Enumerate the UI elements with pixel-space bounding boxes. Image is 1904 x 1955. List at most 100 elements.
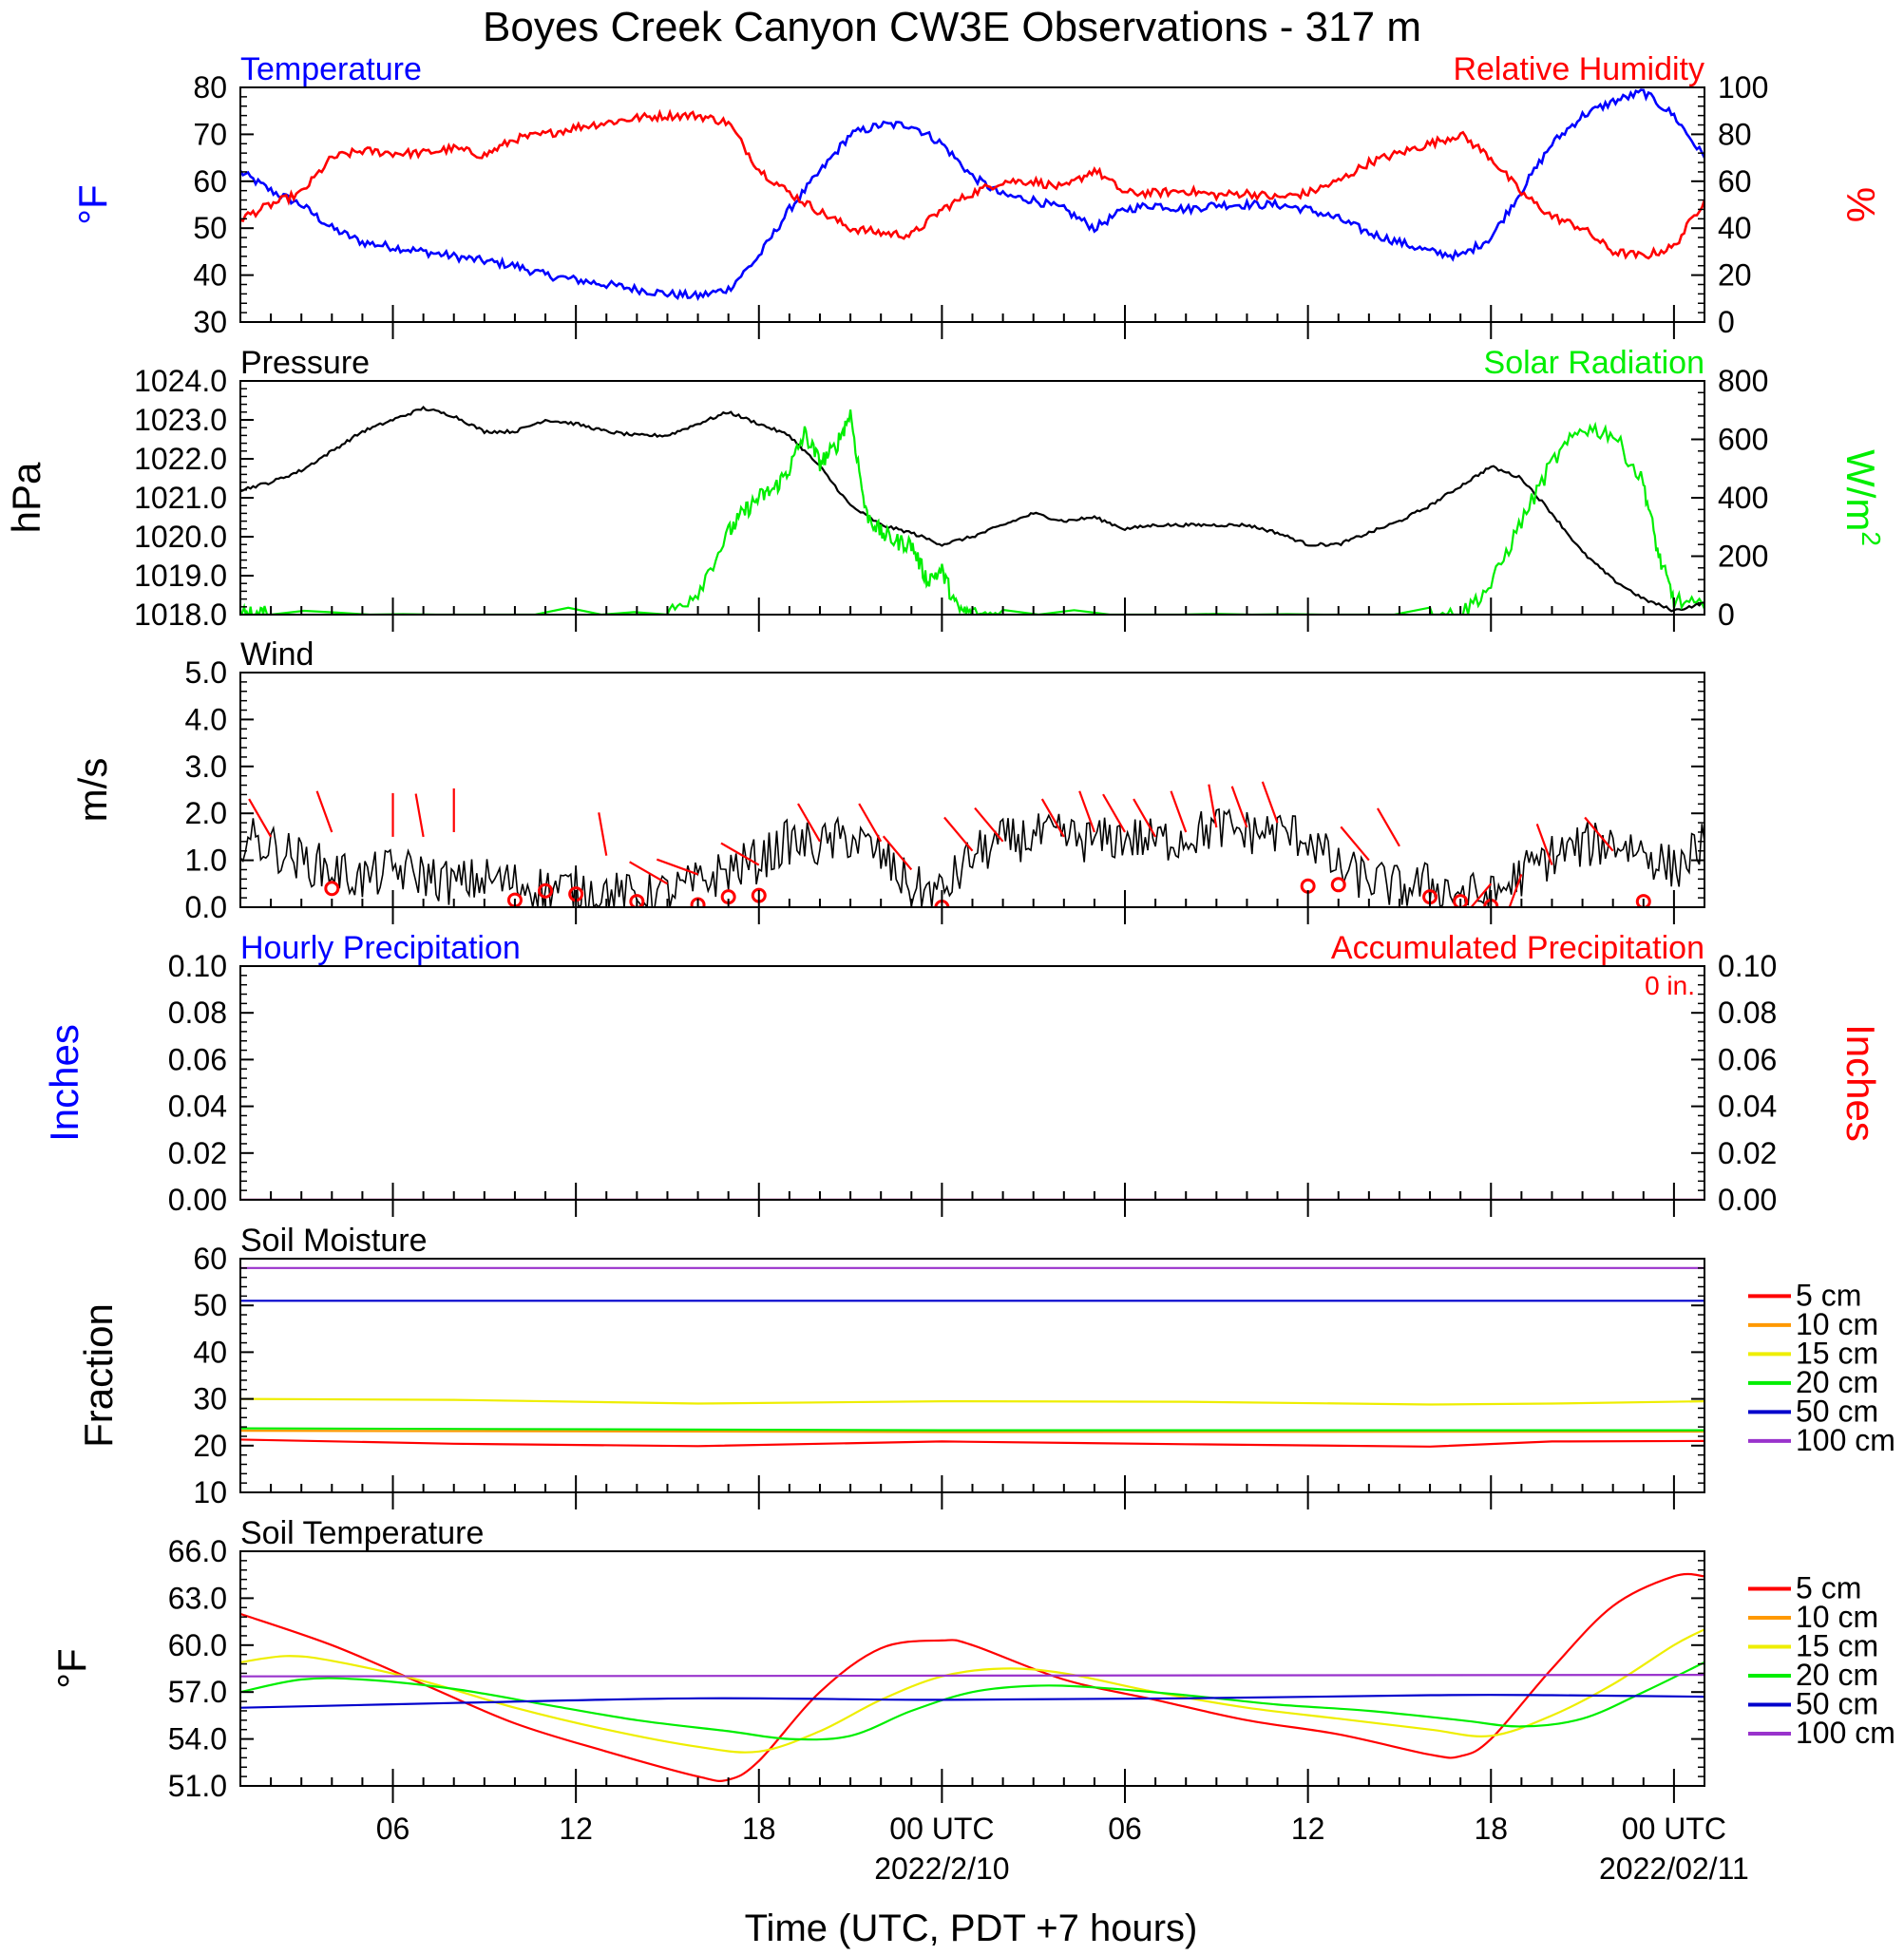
y-tick-label-left: 30: [193, 305, 227, 339]
date-label: 2022/02/11: [1599, 1851, 1749, 1886]
legend-entry: 50 cm: [1796, 1394, 1878, 1428]
x-axis-title: Time (UTC, PDT +7 hours): [745, 1908, 1198, 1949]
y-tick-label-right: 0.06: [1718, 1042, 1777, 1076]
y-tick-label-left: 30: [193, 1382, 227, 1416]
y-tick-label-left: 40: [193, 1335, 227, 1369]
y-tick-label-left: 70: [193, 117, 227, 151]
panel-plot-area: [240, 405, 1704, 615]
x-tick-label: 00 UTC: [1622, 1812, 1726, 1846]
wind-barb: [656, 858, 698, 876]
wind-barb: [1261, 781, 1279, 824]
legend-entry: 20 cm: [1796, 1658, 1878, 1692]
y-tick-label-right: 400: [1718, 481, 1768, 515]
panel-plot-area: [240, 1266, 1704, 1448]
y-tick-label-right: 60: [1718, 164, 1752, 199]
wind-barb: [1133, 798, 1157, 838]
y-tick-label-left: 3.0: [185, 750, 227, 784]
panel-label-left: Soil Temperature: [240, 1515, 484, 1551]
calm-wind-marker: [324, 881, 340, 897]
wind-barb: [629, 861, 669, 885]
panel-plot-area: [240, 88, 1704, 302]
wind-barb: [1584, 816, 1614, 852]
y-tick-label-left: 0.04: [168, 1090, 227, 1124]
y-tick-label-left: 51.0: [168, 1769, 227, 1803]
panel-frame: [239, 1258, 1705, 1493]
panel-frame: [239, 380, 1705, 616]
y-tick-label-left: 0.06: [168, 1042, 227, 1076]
y-tick-label-right: 600: [1718, 423, 1768, 457]
panel-label-left: Soil Moisture: [240, 1223, 428, 1259]
legend-entry: 10 cm: [1796, 1600, 1878, 1634]
accumulated-total: 0 in.: [1645, 971, 1695, 1000]
wind-barb: [414, 793, 425, 838]
wind-barb: [1230, 786, 1248, 828]
y-tick-label-right: 0.08: [1718, 996, 1777, 1030]
legend-entry: 10 cm: [1796, 1307, 1878, 1341]
y-axis-title-left: m/s: [70, 758, 115, 823]
legend-entry: 15 cm: [1796, 1629, 1878, 1663]
y-tick-label-left: 1023.0: [134, 403, 227, 437]
x-tick-label: 18: [1474, 1812, 1508, 1846]
y-tick-label-left: 50: [193, 1288, 227, 1322]
y-tick-label-left: 57.0: [168, 1675, 227, 1709]
wind-barb: [248, 798, 273, 838]
wind-barb: [1377, 807, 1400, 847]
y-tick-label-left: 2.0: [185, 796, 227, 830]
panel-label-left: Temperature: [240, 51, 422, 87]
y-axis-title-left: °F: [70, 184, 115, 224]
y-tick-label-left: 5.0: [185, 655, 227, 690]
y-tick-label-right: 80: [1718, 117, 1752, 151]
y-tick-label-left: 66.0: [168, 1534, 227, 1568]
y-tick-label-right: 100: [1718, 70, 1768, 104]
wind-barb: [974, 807, 1004, 843]
y-tick-label-left: 1022.0: [134, 442, 227, 476]
panel-label-right: Accumulated Precipitation: [1331, 930, 1704, 966]
y-tick-label-left: 63.0: [168, 1581, 227, 1615]
panel-label-right: Relative Humidity: [1453, 51, 1704, 87]
calm-wind-marker: [1453, 894, 1469, 907]
y-tick-label-left: 1020.0: [134, 520, 227, 554]
calm-wind-marker: [1635, 894, 1651, 907]
x-tick-label: 12: [559, 1812, 593, 1846]
y-tick-label-left: 1.0: [185, 844, 227, 878]
y-tick-label-left: 60: [193, 164, 227, 199]
y-tick-label-right: 200: [1718, 540, 1768, 574]
panel-precip: 0.00 0.02 0.04 0.06 0.08 0.10 0.00 0.02 0.04 0.06…: [42, 930, 1883, 1217]
y-axis-title-right-superscript: 2: [1856, 531, 1886, 546]
calm-wind-marker: [1330, 877, 1346, 893]
panel-temp_rh: 30 40 50 60 70 80 0 20 40 60 80 100 Temperature Relat…: [70, 51, 1883, 339]
y-tick-label-left: 50: [193, 211, 227, 245]
wind-barb: [315, 790, 333, 833]
panel-frame: [239, 965, 1705, 1201]
series-line-5-cm: [240, 1438, 1704, 1448]
series-line-15-cm: [240, 1397, 1704, 1406]
series-line-5-cm: [240, 1572, 1704, 1783]
y-axis-title-left: Inches: [42, 1024, 86, 1142]
y-tick-label-left: 0.00: [168, 1183, 227, 1217]
legend-entry: 100 cm: [1796, 1716, 1895, 1750]
y-tick-label-left: 0.10: [168, 949, 227, 983]
y-tick-label-right: 0: [1718, 598, 1735, 632]
legend-entry: 20 cm: [1796, 1365, 1878, 1399]
y-tick-label-left: 60: [193, 1242, 227, 1276]
wind-barb: [1208, 784, 1218, 828]
wind-barb: [1170, 790, 1188, 833]
y-tick-label-left: 40: [193, 258, 227, 293]
calm-wind-marker: [629, 894, 645, 907]
panel-soil_moisture: 10 20 30 40 50 60 Soil Moisture Fraction 5 cm10 …: [76, 1223, 1895, 1509]
x-tick-label: 18: [742, 1812, 776, 1846]
date-label: 2022/2/10: [874, 1851, 1009, 1886]
series-line-20-cm: [240, 1427, 1704, 1432]
legend-entry: 100 cm: [1796, 1423, 1895, 1457]
y-axis-title-left: °F: [49, 1648, 94, 1688]
y-tick-label-right: 20: [1718, 258, 1752, 293]
legend-entry: 5 cm: [1796, 1278, 1861, 1312]
panel-label-left: Pressure: [240, 345, 370, 381]
y-tick-label-left: 0.08: [168, 996, 227, 1030]
calm-wind-marker: [538, 883, 554, 899]
panel-label-left: Wind: [240, 636, 314, 673]
y-axis-title-left: Fraction: [76, 1303, 121, 1448]
y-tick-label-right: 800: [1718, 364, 1768, 398]
x-tick-label: 12: [1291, 1812, 1325, 1846]
